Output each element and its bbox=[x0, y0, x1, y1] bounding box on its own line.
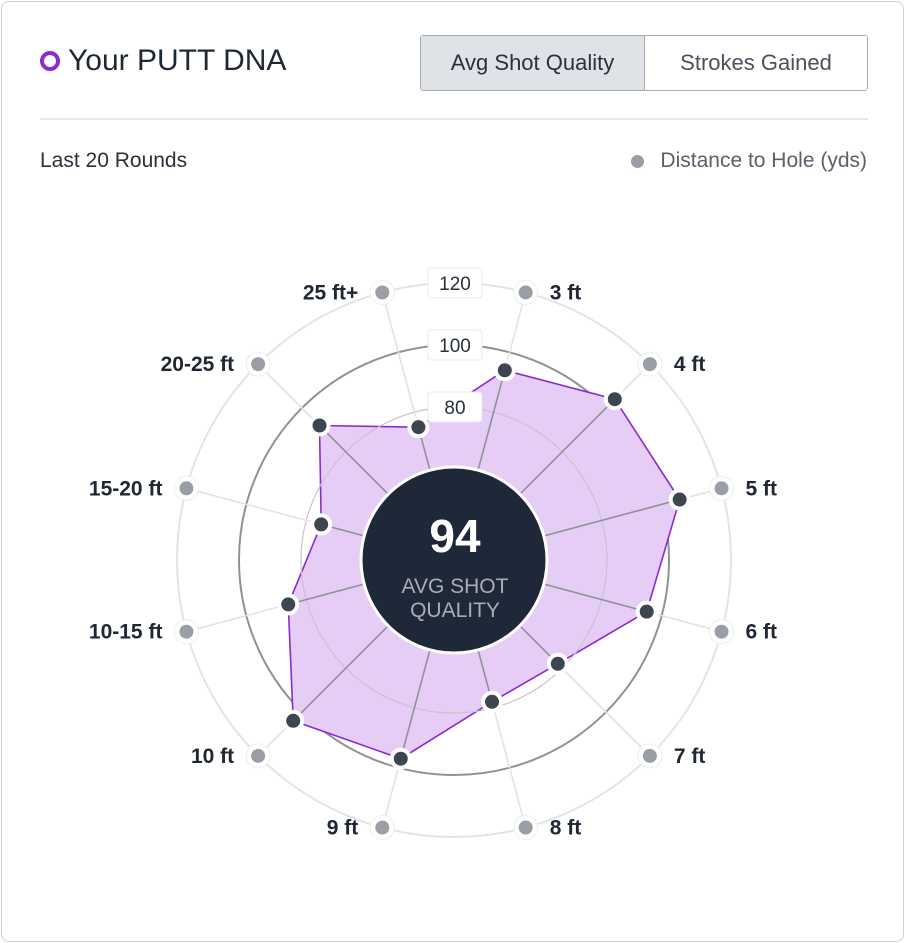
spoke-outer bbox=[491, 701, 527, 828]
legend-label: Distance to Hole (yds) bbox=[660, 149, 867, 172]
period-label: Last 20 Rounds bbox=[40, 149, 188, 172]
category-label: 3 ft bbox=[550, 281, 582, 304]
outer-point bbox=[251, 748, 266, 763]
category-label: 10-15 ft bbox=[89, 621, 163, 644]
data-point bbox=[286, 713, 301, 728]
tab-strokes-gained[interactable]: Strokes Gained bbox=[645, 36, 867, 90]
ring-label-box bbox=[427, 267, 483, 299]
outer-point bbox=[714, 481, 729, 496]
ring-label: 120 bbox=[439, 274, 471, 295]
legend-dot-icon bbox=[631, 154, 645, 168]
data-point bbox=[393, 751, 408, 766]
category-label: 15-20 ft bbox=[89, 477, 163, 500]
outer-point bbox=[642, 357, 657, 372]
spoke-outer bbox=[646, 610, 722, 633]
category-label: 10 ft bbox=[191, 745, 234, 768]
ring-label-box bbox=[427, 329, 483, 361]
outer-point bbox=[179, 624, 194, 639]
data-point bbox=[411, 420, 426, 435]
center-label-line1: AVG SHOT bbox=[402, 575, 509, 598]
data-point bbox=[550, 656, 565, 671]
center-circle bbox=[359, 465, 549, 655]
outer-point bbox=[375, 820, 390, 835]
data-point bbox=[484, 694, 499, 709]
data-point bbox=[314, 517, 329, 532]
category-label: 6 ft bbox=[746, 621, 778, 644]
outer-point bbox=[714, 624, 729, 639]
data-point bbox=[312, 418, 327, 433]
data-point bbox=[607, 392, 622, 407]
center-label-line2: QUALITY bbox=[410, 599, 500, 622]
ring-label: 80 bbox=[444, 398, 465, 419]
category-label: 5 ft bbox=[746, 477, 778, 500]
outer-point bbox=[179, 481, 194, 496]
tab-avg-shot-quality[interactable]: Avg Shot Quality bbox=[421, 36, 645, 90]
card-title: Your PUTT DNA bbox=[40, 44, 286, 78]
outer-point bbox=[518, 820, 533, 835]
center-value: 94 bbox=[429, 510, 481, 562]
data-point bbox=[497, 363, 512, 378]
data-point bbox=[639, 604, 654, 619]
spoke-outer bbox=[186, 487, 322, 526]
category-label: 20-25 ft bbox=[161, 353, 235, 376]
data-point bbox=[672, 492, 687, 507]
ring-label-box bbox=[427, 391, 483, 423]
divider bbox=[40, 118, 868, 120]
outer-point bbox=[642, 748, 657, 763]
outer-point bbox=[375, 285, 390, 300]
title-text: Your PUTT DNA bbox=[68, 44, 287, 77]
metric-toggle: Avg Shot Quality Strokes Gained bbox=[420, 35, 868, 91]
spoke-outer bbox=[381, 292, 420, 428]
spoke-outer bbox=[257, 363, 321, 427]
spoke-outer bbox=[557, 663, 651, 757]
outer-point bbox=[518, 285, 533, 300]
category-label: 7 ft bbox=[674, 745, 706, 768]
circle-icon bbox=[40, 51, 60, 71]
data-point bbox=[281, 597, 296, 612]
category-label: 9 ft bbox=[327, 817, 359, 840]
category-label: 8 ft bbox=[550, 817, 582, 840]
outer-point bbox=[251, 357, 266, 372]
spoke-outer bbox=[504, 292, 527, 371]
legend: Distance to Hole (yds) bbox=[631, 149, 867, 173]
category-label: 4 ft bbox=[674, 353, 706, 376]
category-label: 25 ft+ bbox=[303, 281, 358, 304]
spoke-outer bbox=[186, 603, 289, 633]
ring-label: 100 bbox=[439, 336, 471, 357]
